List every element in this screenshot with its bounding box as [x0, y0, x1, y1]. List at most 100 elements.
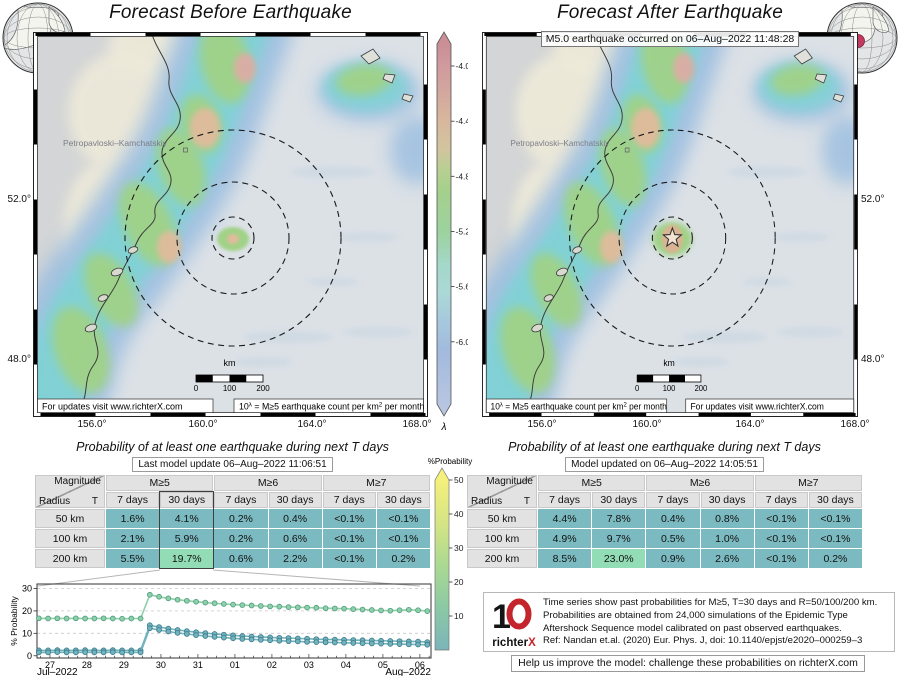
- updates-note: For updates visit www.richterX.com: [36, 398, 214, 414]
- model-description: Time series show past probabilities for …: [543, 597, 877, 648]
- data-point: [137, 649, 144, 656]
- data-point: [276, 637, 283, 644]
- island: [97, 294, 109, 302]
- radius-circles: [124, 129, 342, 347]
- data-point: [350, 640, 357, 646]
- lambda-tick-label: -4.4: [456, 116, 469, 126]
- probability-cell: 0.9%: [646, 549, 700, 568]
- data-point: [63, 615, 70, 622]
- lambda-note-text: 10λ = M≥5 earthquake count per km2 per m…: [239, 402, 424, 412]
- updates-note-text: For updates visit www.richterX.com: [690, 401, 823, 411]
- data-point: [396, 607, 403, 614]
- scale-unit-label: km: [224, 358, 236, 368]
- scale-tick-label: 200: [256, 384, 270, 393]
- model-description-line2: Probabilities are obtained from 24,000 s…: [543, 609, 848, 621]
- corner-t: T: [91, 496, 98, 507]
- data-point: [387, 607, 394, 614]
- island: [832, 93, 845, 103]
- lambda-tick-label: -4.8: [456, 171, 469, 181]
- x-tick-label: 30: [156, 660, 166, 670]
- x-tick-label: 05: [378, 660, 388, 670]
- data-point: [174, 596, 181, 603]
- data-point: [202, 633, 209, 639]
- probability-cell: 7.8%: [592, 509, 646, 528]
- data-point: [54, 615, 61, 622]
- data-point: [220, 634, 227, 641]
- lambda-tick-label: -6.0: [456, 337, 469, 347]
- lat-label: 52.0°: [861, 194, 885, 205]
- lon-label: 156.0°: [77, 419, 107, 430]
- prob-colorbar-title: %Probability: [428, 457, 472, 466]
- probability-cell: 4.4%: [538, 509, 592, 528]
- data-point: [415, 607, 421, 614]
- data-point: [91, 649, 98, 656]
- island: [556, 267, 568, 277]
- probability-cell: 0.2%: [214, 509, 268, 528]
- mag-group-header: M≥6: [646, 475, 754, 491]
- probability-cell: 23.0%: [592, 549, 646, 568]
- data-point: [267, 637, 273, 644]
- data-point: [119, 649, 125, 656]
- probability-table-after: Probability of at least one earthquake d…: [467, 440, 862, 568]
- data-point: [202, 599, 209, 606]
- data-point: [257, 603, 264, 609]
- corner-radius: Radius: [39, 496, 71, 507]
- x-tick-label: 01: [230, 660, 240, 670]
- data-point: [350, 606, 357, 612]
- probability-cell: 9.7%: [592, 529, 646, 548]
- lambda-note: 10λ = M≥5 earthquake count per km2 per m…: [233, 398, 424, 414]
- probability-cell: <0.1%: [322, 509, 376, 528]
- probability-cell: <0.1%: [754, 529, 808, 548]
- period-header: 30 days: [808, 492, 862, 508]
- island: [543, 294, 554, 302]
- x-tick-label: 06: [415, 660, 425, 670]
- data-point: [230, 635, 236, 642]
- island: [572, 246, 583, 254]
- data-point: [72, 615, 79, 622]
- corner-magnitude: Magnitude: [54, 476, 101, 487]
- scale-tick-label: 0: [194, 384, 199, 393]
- probability-cell: 0.8%: [700, 509, 754, 528]
- data-point: [378, 607, 384, 614]
- data-point: [304, 639, 310, 645]
- radius-row-label: 200 km: [35, 549, 105, 568]
- probability-cell: 0.6%: [214, 549, 268, 568]
- data-point: [415, 641, 421, 648]
- data-point: [267, 603, 273, 610]
- data-point: [100, 649, 107, 656]
- table-grid-before: Magnitude Radius T M≥5 M≥6 M≥7 7 days 30 days 7 …: [35, 475, 430, 569]
- probability-cell: 0.4%: [646, 509, 700, 528]
- prob-tick-label: 10: [454, 611, 464, 621]
- coastline: [524, 35, 623, 414]
- data-point: [82, 615, 88, 622]
- probability-field: [36, 35, 425, 414]
- probability-cell: 0.6%: [268, 529, 322, 548]
- model-description-line3: Aftershock Sequence model calibrated on …: [543, 622, 842, 634]
- data-point: [313, 604, 320, 611]
- logo-wordmark: richterX: [492, 637, 536, 649]
- model-description-line1: Time series show past probabilities for …: [543, 597, 878, 608]
- island: [127, 246, 139, 254]
- data-point: [156, 593, 162, 600]
- data-point: [396, 641, 403, 647]
- scale-tick-label: 100: [223, 384, 237, 393]
- data-point: [183, 597, 190, 604]
- period-header: 30 days: [160, 492, 214, 508]
- probability-cell: <0.1%: [322, 529, 376, 548]
- corner-magnitude: Magnitude: [486, 476, 533, 487]
- lambda-note-text: 10λ = M≥5 earthquake count per km2 per m…: [491, 401, 667, 411]
- data-point: [313, 639, 320, 645]
- lat-label: 52.0°: [7, 194, 31, 205]
- probability-cell: <0.1%: [754, 509, 808, 528]
- table-grid-after: Magnitude Radius T M≥5 M≥6 M≥7 7 days 30 days 7 …: [467, 475, 862, 568]
- map-frame: [34, 33, 427, 416]
- island: [382, 73, 396, 84]
- period-header: 30 days: [700, 492, 754, 508]
- event-annotation: M5.0 earthquake occurred on 06–Aug–2022 …: [482, 29, 858, 47]
- data-point: [211, 600, 218, 607]
- period-header: 7 days: [754, 492, 808, 508]
- data-point: [156, 627, 162, 633]
- model-update-label-after: Model updated on 06–Aug–2022 14:05:51: [565, 457, 764, 472]
- table-corner: Magnitude Radius T: [467, 475, 537, 508]
- model-update-label-before: Last model update 06–Aug–2022 11:06:51: [132, 457, 333, 472]
